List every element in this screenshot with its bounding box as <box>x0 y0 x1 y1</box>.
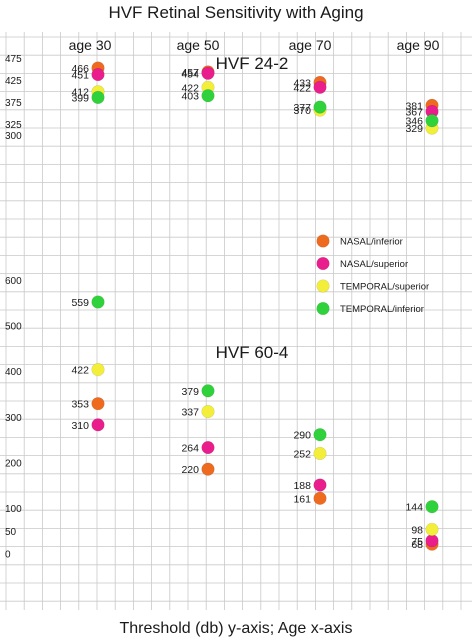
data-label: 98 <box>411 524 423 536</box>
legend-label: TEMPORAL/superior <box>340 282 429 293</box>
data-label: 403 <box>181 91 199 103</box>
data-label: 379 <box>181 386 199 398</box>
data-point <box>425 500 439 514</box>
data-label: 290 <box>293 430 311 442</box>
y-tick-label: 375 <box>5 98 22 109</box>
data-label: 370 <box>293 105 311 117</box>
y-tick-label: 400 <box>5 367 22 378</box>
data-point <box>425 522 439 537</box>
legend-swatch <box>316 279 330 293</box>
data-label: 377 <box>293 102 311 114</box>
data-label: 422 <box>181 82 199 94</box>
data-label: 346 <box>405 116 423 128</box>
data-point <box>313 491 327 505</box>
data-point <box>425 114 439 128</box>
data-label: 381 <box>405 100 423 112</box>
data-point <box>313 100 327 114</box>
data-label: 75 <box>411 536 423 548</box>
y-tick-label: 475 <box>5 54 22 65</box>
data-label: 252 <box>293 448 311 460</box>
data-point <box>91 67 105 82</box>
data-point <box>201 384 215 398</box>
data-label: 220 <box>181 464 199 476</box>
data-point <box>91 397 105 411</box>
y-tick-label: 200 <box>5 458 22 469</box>
y-tick-label: 100 <box>5 504 22 515</box>
panel-title-60-4: HVF 60-4 <box>216 343 289 362</box>
data-point <box>313 478 327 492</box>
data-point <box>313 446 327 461</box>
data-label: 457 <box>181 67 199 79</box>
data-label: 161 <box>293 493 311 505</box>
data-label: 337 <box>181 407 199 419</box>
y-tick-label: 300 <box>5 413 22 424</box>
y-tick-label: 325 <box>5 120 22 131</box>
legend-swatch <box>316 256 330 271</box>
data-label: 264 <box>181 443 199 455</box>
data-point <box>313 428 327 442</box>
y-tick-label: 50 <box>5 527 17 538</box>
data-point <box>91 362 105 377</box>
legend-label: NASAL/inferior <box>340 237 403 248</box>
data-label: 451 <box>71 70 89 82</box>
data-label: 422 <box>293 82 311 94</box>
data-label: 367 <box>405 106 423 118</box>
y-tick-label: 425 <box>5 76 22 87</box>
data-points: 466 457 433 381 451 454 422 367 412 422 370 329 399 4… <box>71 61 439 551</box>
data-label: 433 <box>293 77 311 89</box>
data-label: 188 <box>293 480 311 492</box>
panel-title-24-2: HVF 24-2 <box>216 54 289 73</box>
grid <box>0 32 472 610</box>
data-label: 68 <box>411 539 423 551</box>
data-point <box>91 295 105 309</box>
data-point <box>201 440 215 455</box>
data-point <box>201 404 215 419</box>
y-tick-label: 300 <box>5 131 22 142</box>
data-label: 422 <box>71 365 89 377</box>
y-tick-label: 600 <box>5 276 22 287</box>
x-label-age-70: age 70 <box>289 37 332 53</box>
data-point <box>201 462 215 476</box>
data-point <box>91 418 105 432</box>
x-label-age-90: age 90 <box>397 37 440 53</box>
data-label: 466 <box>71 63 89 75</box>
data-point <box>201 89 215 103</box>
data-label: 329 <box>405 123 423 135</box>
legend-swatch <box>316 301 330 316</box>
x-label-age-30: age 30 <box>69 37 112 53</box>
data-label: 399 <box>71 92 89 104</box>
data-point <box>91 90 105 104</box>
data-point <box>313 80 327 94</box>
chart-footer: Threshold (db) y-axis; Age x-axis <box>120 620 353 637</box>
legend: NASAL/inferior NASAL/superior TEMPORAL/sup… <box>316 234 429 316</box>
x-label-age-50: age 50 <box>177 37 220 53</box>
data-label: 559 <box>71 297 89 309</box>
data-label: 412 <box>71 87 89 99</box>
data-label: 454 <box>181 68 199 80</box>
data-label: 310 <box>71 420 89 432</box>
y-tick-label: 0 <box>5 550 11 561</box>
data-label: 144 <box>405 502 423 514</box>
legend-label: TEMPORAL/inferior <box>340 304 424 315</box>
legend-swatch <box>316 234 330 248</box>
data-point <box>201 66 215 80</box>
data-label: 353 <box>71 399 89 411</box>
chart-title: HVF Retinal Sensitivity with Aging <box>108 3 363 22</box>
y-tick-label: 500 <box>5 322 22 333</box>
legend-label: NASAL/superior <box>340 259 408 270</box>
data-point <box>425 534 439 548</box>
